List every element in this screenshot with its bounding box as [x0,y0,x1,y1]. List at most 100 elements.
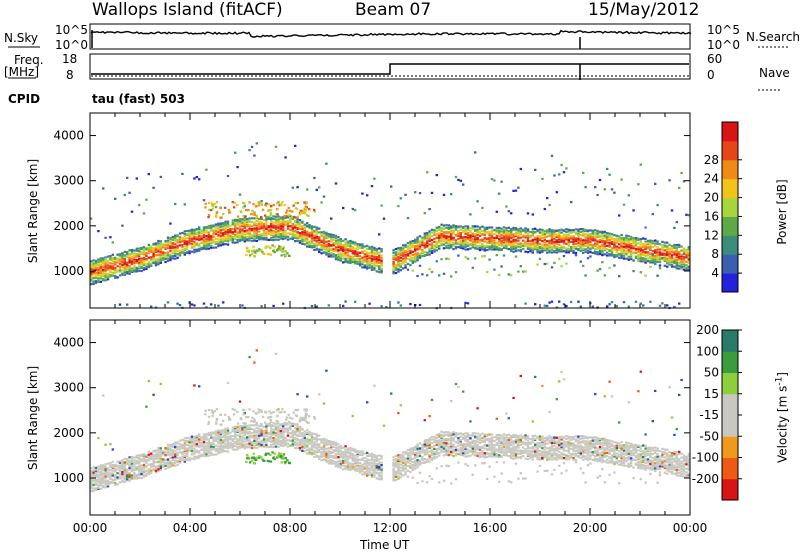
power-cell [423,243,426,246]
power-cell [594,231,597,235]
velocity-cell [303,440,306,443]
power-cell [236,203,239,206]
power-cell [222,237,225,241]
power-cell [500,227,503,230]
power-cell [680,245,683,248]
power-cell [639,302,642,305]
power-cell [118,260,122,263]
power-cell [490,244,494,247]
velocity-cell [224,437,227,440]
power-cell [193,248,196,251]
power-cell [517,242,520,245]
velocity-cell [92,475,95,478]
velocity-cell [474,453,477,456]
velocity-cell [241,444,244,447]
velocity-cell [435,449,438,452]
velocity-cell [214,449,218,452]
power-cell [268,209,271,212]
power-cell [291,217,294,220]
velocity-cell [270,429,273,433]
velocity-cell [284,444,287,447]
power-cell [512,243,515,246]
power-cell [402,247,405,250]
power-cell [428,268,431,271]
power-cell [553,234,556,237]
power-cell [354,250,357,253]
power-cell [490,236,494,239]
velocity-cell [421,462,424,465]
power-cell [421,252,424,255]
velocity-cell [454,446,458,449]
power-cell [356,243,359,246]
power-cell [630,247,633,250]
velocity-cell [193,439,196,442]
power-cell [298,213,302,216]
power-cell [536,244,539,247]
power-cell [339,245,342,248]
velocity-cell [135,459,138,463]
power-cell [171,249,174,252]
velocity-cell [231,426,234,429]
power-cell [238,225,242,228]
power-cell [246,229,249,232]
power-cell [363,245,366,248]
power-cell [584,235,587,238]
velocity-cell [94,468,98,471]
power-cell [291,186,294,189]
velocity-cell [104,483,107,486]
velocity-cell [260,440,263,443]
velocity-cell [339,461,342,464]
velocity-cell [464,439,467,442]
power-cell [298,234,302,238]
velocity-cell [130,476,134,480]
power-cell [392,251,395,255]
velocity-cell [342,464,345,467]
power-cell [147,265,150,268]
power-cell [337,240,340,244]
power-cell [277,223,280,226]
power-cell [654,262,657,266]
power-cell [358,260,362,263]
velocity-cell [303,433,306,436]
power-cell [526,239,530,242]
power-cell [174,248,177,251]
power-cell [668,252,671,255]
velocity-cell [289,426,292,429]
power-cell [147,243,150,246]
velocity-cell [306,429,309,432]
power-cell [92,264,95,267]
velocity-cell [351,447,354,450]
velocity-cell [330,459,333,462]
power-cell [198,235,201,238]
power-cell [483,249,486,252]
velocity-cell [330,447,333,450]
velocity-cell [454,433,458,436]
velocity-cell [315,437,318,440]
velocity-cell [238,437,242,440]
power-cell [351,207,354,211]
power-cell [526,229,530,233]
velocity-cell [111,478,114,481]
power-cell [678,264,681,267]
power-cell [298,241,302,244]
power-cell [198,233,201,236]
power-cell [675,249,678,253]
velocity-cell [246,445,249,448]
power-cell [531,240,534,243]
velocity-cell [303,430,306,433]
power-cell [601,254,604,257]
velocity-cell [375,477,378,480]
power-cell [630,252,633,255]
power-cell [596,247,599,250]
power-cell [315,305,318,308]
velocity-cell [135,461,138,464]
power-cell [260,221,263,224]
velocity-cell [459,442,462,445]
power-cell [630,237,633,241]
power-cell [433,248,436,251]
power-cell [507,226,510,229]
velocity-cell [282,430,285,433]
velocity-cell [243,440,246,443]
power-cell [315,232,318,236]
power-cell [594,250,597,253]
